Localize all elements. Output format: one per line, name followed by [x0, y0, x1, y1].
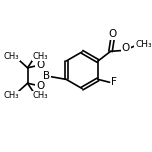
Text: O: O [36, 60, 44, 70]
Text: CH₃: CH₃ [32, 52, 48, 61]
Text: O: O [36, 81, 44, 91]
Text: CH₃: CH₃ [3, 91, 19, 100]
Text: F: F [111, 77, 117, 87]
Text: O: O [122, 43, 130, 54]
Text: CH₃: CH₃ [135, 40, 152, 49]
Text: O: O [108, 29, 117, 39]
Text: CH₃: CH₃ [32, 91, 48, 100]
Text: B: B [43, 71, 50, 81]
Text: CH₃: CH₃ [3, 52, 19, 61]
